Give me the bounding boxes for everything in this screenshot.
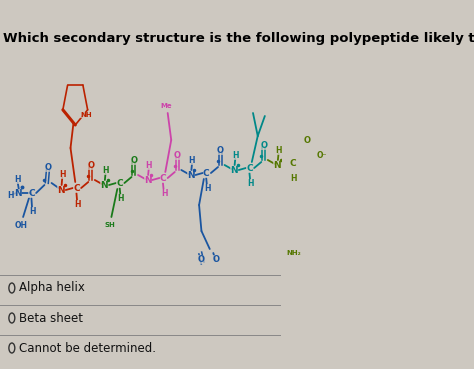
Text: N: N (100, 180, 108, 190)
Text: C: C (28, 189, 35, 197)
Text: H: H (15, 175, 21, 183)
Text: NH: NH (80, 112, 92, 118)
Text: H: H (232, 151, 238, 159)
Text: C: C (246, 163, 253, 172)
Text: N: N (14, 189, 22, 197)
Text: N: N (230, 166, 238, 175)
Text: O: O (303, 135, 310, 145)
Text: Cannot be determined.: Cannot be determined. (19, 341, 156, 355)
Text: NH₂: NH₂ (286, 250, 301, 256)
Text: H: H (275, 145, 282, 155)
Text: O: O (45, 162, 52, 172)
Text: C: C (290, 159, 296, 168)
Text: H: H (74, 200, 81, 208)
Text: SH: SH (104, 222, 115, 228)
Text: O: O (130, 155, 137, 165)
Text: N: N (57, 186, 65, 194)
Text: H: H (8, 190, 14, 200)
Text: H: H (161, 189, 167, 197)
Text: Beta sheet: Beta sheet (19, 311, 83, 324)
Text: Me: Me (161, 103, 173, 109)
Text: H: H (29, 207, 36, 215)
Text: H: H (189, 155, 195, 165)
Text: O: O (87, 161, 94, 169)
Text: H: H (59, 169, 65, 179)
Text: C: C (160, 173, 166, 183)
Text: OH: OH (14, 221, 27, 230)
Text: N: N (144, 176, 151, 184)
Text: O⁻: O⁻ (317, 151, 328, 159)
Text: H: H (102, 166, 109, 175)
Text: H: H (291, 173, 297, 183)
Text: O: O (217, 145, 224, 155)
Text: H: H (118, 193, 124, 203)
Text: Alpha helix: Alpha helix (19, 282, 85, 294)
Text: C: C (203, 169, 210, 177)
Text: N: N (273, 161, 281, 169)
Text: H: H (247, 179, 254, 187)
Text: O: O (173, 151, 181, 159)
Text: Which secondary structure is the following polypeptide likely to fold into?: Which secondary structure is the followi… (3, 32, 474, 45)
Text: N: N (187, 170, 195, 179)
Text: C: C (73, 183, 80, 193)
Text: O: O (198, 255, 205, 263)
Text: H: H (146, 161, 152, 169)
Text: H: H (204, 183, 210, 193)
Text: O: O (212, 255, 219, 263)
Text: C: C (117, 179, 123, 187)
Text: O: O (260, 141, 267, 149)
